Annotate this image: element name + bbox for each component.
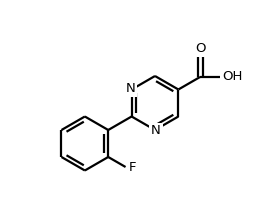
Text: OH: OH bbox=[222, 70, 242, 84]
Text: N: N bbox=[151, 125, 161, 137]
Text: N: N bbox=[126, 82, 135, 95]
Text: O: O bbox=[195, 43, 205, 55]
Text: F: F bbox=[129, 161, 136, 173]
